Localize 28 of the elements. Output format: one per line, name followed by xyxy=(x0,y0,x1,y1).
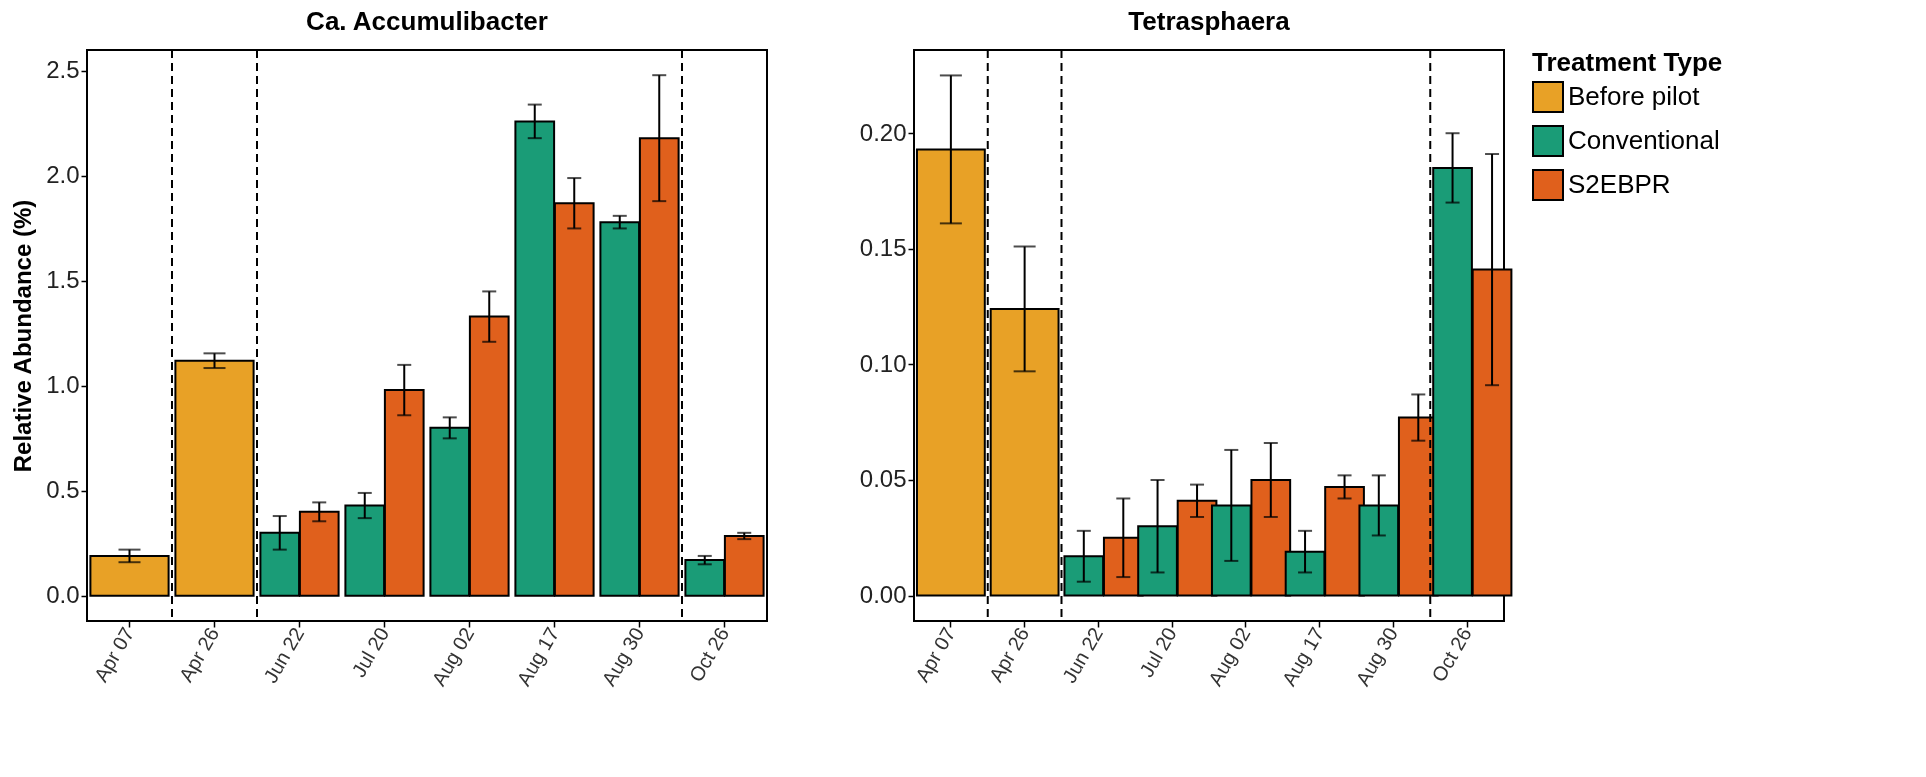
x-tick-label: Oct 26 xyxy=(684,623,734,686)
x-tick-label: Apr 26 xyxy=(984,623,1034,686)
y-tick-label: 0.10 xyxy=(859,349,907,377)
x-tick-label: Jun 22 xyxy=(1057,623,1108,687)
chart-title: Ca. Accumulibacter xyxy=(306,6,548,36)
legend-label: Before pilot xyxy=(1568,81,1701,111)
y-tick-label: 2.5 xyxy=(46,56,80,84)
x-tick-label: Apr 07 xyxy=(89,623,139,686)
y-tick-label: 0.05 xyxy=(859,465,907,493)
y-tick-label: 0.15 xyxy=(859,234,907,262)
y-tick-label: 0.20 xyxy=(859,118,907,146)
legend-label: Conventional xyxy=(1568,125,1720,155)
y-axis-title: Relative Abundance (%) xyxy=(9,199,37,473)
y-tick-label: 0.00 xyxy=(859,581,907,609)
y-tick-label: 1.5 xyxy=(46,266,80,294)
y-tick-label: 0.5 xyxy=(46,476,80,504)
legend-title: Treatment Type xyxy=(1532,47,1723,77)
y-tick-label: 1.0 xyxy=(46,371,80,399)
x-tick-label: Oct 26 xyxy=(1427,623,1476,686)
y-tick-label: 2.0 xyxy=(46,161,80,189)
x-tick-label: Jun 22 xyxy=(259,623,309,687)
x-tick-label: Apr 07 xyxy=(911,623,960,686)
legend-label: S2EBPR xyxy=(1568,169,1671,199)
y-tick-label: 0.0 xyxy=(46,581,80,609)
x-tick-label: Apr 26 xyxy=(174,623,224,686)
x-tick-label: Jul 20 xyxy=(1135,623,1181,681)
chart-title: Tetrasphaera xyxy=(1128,6,1291,36)
x-tick-label: Jul 20 xyxy=(347,623,394,681)
